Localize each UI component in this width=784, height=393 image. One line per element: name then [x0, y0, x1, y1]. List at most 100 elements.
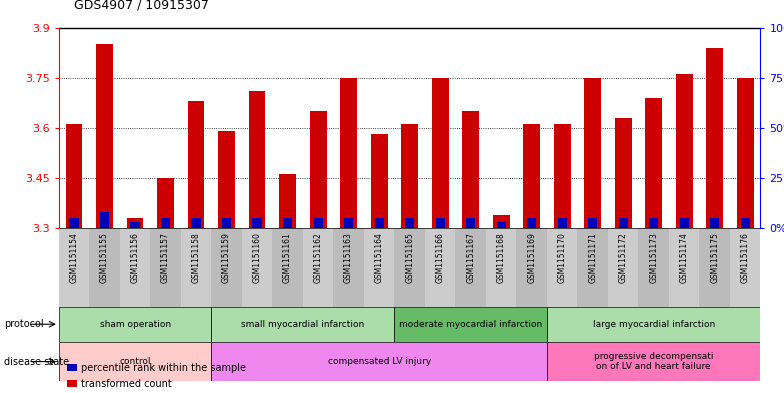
Bar — [89, 228, 120, 307]
Bar — [371, 134, 387, 228]
Text: control: control — [119, 357, 151, 366]
Bar — [249, 91, 266, 228]
Bar — [425, 228, 456, 307]
Bar — [70, 218, 78, 228]
Text: GDS4907 / 10915307: GDS4907 / 10915307 — [74, 0, 209, 12]
Bar — [100, 212, 109, 228]
Bar — [66, 125, 82, 228]
Bar — [151, 228, 181, 307]
Text: GSM1151162: GSM1151162 — [314, 232, 323, 283]
Text: GSM1151173: GSM1151173 — [649, 232, 659, 283]
Bar — [676, 74, 692, 228]
Bar — [649, 218, 659, 228]
Text: percentile rank within the sample: percentile rank within the sample — [81, 363, 245, 373]
Bar — [737, 78, 753, 228]
Bar — [741, 218, 750, 228]
Text: GSM1151156: GSM1151156 — [131, 232, 140, 283]
Text: progressive decompensati
on of LV and heart failure: progressive decompensati on of LV and he… — [594, 352, 713, 371]
Bar — [241, 228, 272, 307]
Text: GSM1151176: GSM1151176 — [741, 232, 750, 283]
Bar — [157, 178, 174, 228]
Bar — [730, 228, 760, 307]
Bar — [547, 307, 760, 342]
Bar — [314, 218, 323, 228]
Text: GSM1151160: GSM1151160 — [252, 232, 262, 283]
Bar — [252, 218, 262, 228]
Bar — [578, 228, 608, 307]
Text: moderate myocardial infarction: moderate myocardial infarction — [399, 320, 543, 329]
Bar — [364, 228, 394, 307]
Text: GSM1151163: GSM1151163 — [344, 232, 353, 283]
Bar — [547, 228, 578, 307]
Text: GSM1151164: GSM1151164 — [375, 232, 383, 283]
Bar — [96, 44, 113, 228]
Bar — [710, 218, 720, 228]
Bar — [59, 342, 212, 381]
Bar — [187, 101, 205, 228]
Bar — [463, 111, 479, 228]
Text: GSM1151166: GSM1151166 — [436, 232, 445, 283]
Bar — [645, 98, 662, 228]
Bar — [706, 48, 723, 228]
Bar — [554, 125, 571, 228]
Text: GSM1151161: GSM1151161 — [283, 232, 292, 283]
Bar — [279, 174, 296, 228]
Text: GSM1151174: GSM1151174 — [680, 232, 688, 283]
Text: compensated LV injury: compensated LV injury — [328, 357, 430, 366]
Bar — [283, 218, 292, 228]
Bar — [619, 218, 628, 228]
Bar — [310, 111, 326, 228]
Bar — [340, 78, 357, 228]
Text: GSM1151170: GSM1151170 — [557, 232, 567, 283]
Text: GSM1151154: GSM1151154 — [70, 232, 78, 283]
Bar — [436, 218, 445, 228]
Text: GSM1151175: GSM1151175 — [710, 232, 719, 283]
Bar — [375, 218, 383, 228]
Bar — [584, 78, 601, 228]
Bar — [401, 125, 418, 228]
Text: GSM1151167: GSM1151167 — [466, 232, 475, 283]
Bar — [59, 307, 212, 342]
Bar — [303, 228, 333, 307]
Bar — [120, 228, 151, 307]
Bar — [486, 228, 517, 307]
Text: GSM1151158: GSM1151158 — [191, 232, 201, 283]
Text: small myocardial infarction: small myocardial infarction — [241, 320, 365, 329]
Text: GSM1151168: GSM1151168 — [496, 232, 506, 283]
Bar — [191, 218, 201, 228]
Bar — [527, 218, 536, 228]
Text: GSM1151172: GSM1151172 — [619, 232, 628, 283]
Text: GSM1151169: GSM1151169 — [527, 232, 536, 283]
Bar — [161, 218, 170, 228]
Bar — [272, 228, 303, 307]
Text: sham operation: sham operation — [100, 320, 171, 329]
Bar — [680, 218, 689, 228]
Text: protocol: protocol — [4, 319, 44, 329]
Text: GSM1151155: GSM1151155 — [100, 232, 109, 283]
Bar — [456, 228, 486, 307]
Bar — [493, 215, 510, 228]
Bar — [212, 307, 394, 342]
Text: large myocardial infarction: large myocardial infarction — [593, 320, 715, 329]
Text: GSM1151165: GSM1151165 — [405, 232, 414, 283]
Bar — [608, 228, 638, 307]
Bar — [466, 218, 475, 228]
Bar — [212, 342, 547, 381]
Bar — [517, 228, 547, 307]
Bar — [218, 131, 235, 228]
Bar — [333, 228, 364, 307]
Bar — [181, 228, 212, 307]
Bar — [547, 342, 760, 381]
Bar — [615, 118, 632, 228]
Text: disease state: disease state — [4, 356, 69, 367]
Bar — [222, 218, 231, 228]
Bar — [669, 228, 699, 307]
Bar — [432, 78, 448, 228]
Bar — [127, 218, 143, 228]
Text: GSM1151159: GSM1151159 — [222, 232, 231, 283]
Bar — [523, 125, 540, 228]
Bar — [394, 307, 547, 342]
Bar — [212, 228, 241, 307]
Text: GSM1151171: GSM1151171 — [588, 232, 597, 283]
Bar — [557, 218, 567, 228]
